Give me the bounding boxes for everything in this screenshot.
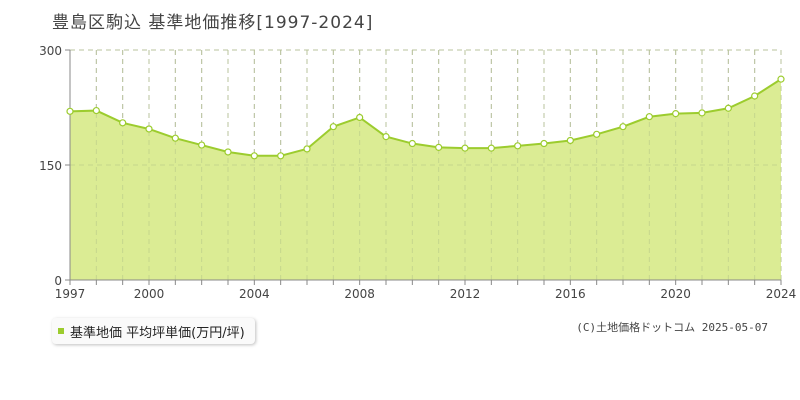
labels-layer: 0 150 300 1997 2000 2004 2008 2012 2016 2020 2024: [39, 44, 796, 301]
data-point: [514, 142, 522, 150]
data-point: [487, 144, 495, 152]
axes-layer: [65, 49, 782, 285]
data-point: [119, 119, 127, 127]
data-point: [145, 125, 153, 133]
points-layer: [66, 75, 785, 160]
legend-label: 基準地価 平均坪単価(万円/坪): [70, 325, 245, 341]
data-point: [66, 107, 74, 115]
data-point: [382, 133, 390, 141]
copyright-text: (C)土地価格ドットコム 2025-05-07: [576, 321, 768, 334]
data-point: [540, 139, 548, 148]
data-point: [435, 143, 443, 151]
data-point: [408, 139, 416, 148]
data-point: [461, 144, 469, 152]
x-tick-label: 2020: [660, 287, 691, 301]
data-point: [566, 136, 574, 145]
data-point: [224, 148, 232, 156]
x-tick-label: 2024: [766, 287, 797, 301]
x-tick-label: 2008: [344, 287, 375, 301]
data-point: [619, 123, 627, 131]
data-point: [329, 123, 337, 131]
x-tick-label: 2000: [134, 287, 165, 301]
series-line: [69, 78, 782, 157]
legend: 基準地価 平均坪単価(万円/坪): [52, 318, 255, 344]
data-point: [751, 92, 759, 100]
y-tick-label: 150: [39, 159, 62, 173]
data-point: [303, 145, 311, 153]
x-tick-label: 2016: [555, 287, 586, 301]
data-point: [593, 130, 601, 138]
data-point: [724, 104, 732, 112]
data-point: [250, 152, 258, 160]
data-point: [198, 141, 206, 149]
y-tick-label: 300: [39, 44, 62, 58]
x-tick-label: 1997: [55, 287, 86, 301]
data-point: [645, 113, 653, 121]
legend-swatch: [58, 328, 64, 334]
data-point: [356, 113, 364, 122]
series-area: [70, 79, 781, 280]
data-point: [672, 110, 680, 118]
y-tick-label: 0: [54, 274, 62, 288]
data-point: [171, 134, 179, 142]
x-tick-label: 2012: [450, 287, 481, 301]
data-point: [698, 109, 706, 117]
chart-title: 豊島区駒込 基準地価推移[1997-2024]: [52, 13, 374, 33]
data-point: [92, 106, 100, 115]
x-tick-label: 2004: [239, 287, 270, 301]
data-point: [777, 75, 785, 83]
data-point: [277, 152, 285, 160]
